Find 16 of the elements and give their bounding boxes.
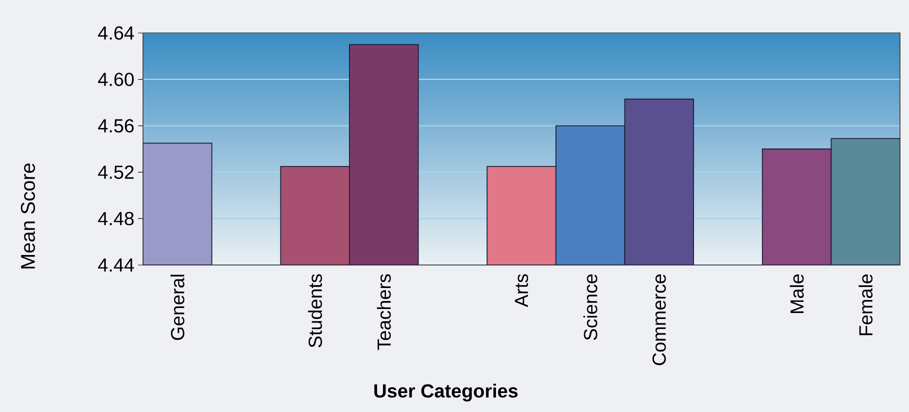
y-axis-title: Mean Score <box>20 163 35 268</box>
x-tick-label: Science <box>583 274 598 340</box>
x-axis-title: User Categories <box>374 384 518 402</box>
x-tick-label: Commerce <box>652 274 666 366</box>
y-tick-label: 4.60 <box>98 72 134 86</box>
x-tick-label: General <box>170 274 184 340</box>
y-tick-label: 4.56 <box>98 119 134 133</box>
x-tick-label: Arts <box>514 274 528 308</box>
y-tick-label: 4.44 <box>98 258 134 272</box>
y-tick-label: 4.48 <box>98 212 134 226</box>
y-tick-label: 4.64 <box>98 26 134 40</box>
x-tick-label: Female <box>858 274 873 336</box>
x-tick-label: Teachers <box>376 274 391 350</box>
y-tick-label: 4.52 <box>98 165 134 179</box>
x-tick-label: Male <box>790 274 804 313</box>
x-tick-label: Students <box>308 274 322 348</box>
